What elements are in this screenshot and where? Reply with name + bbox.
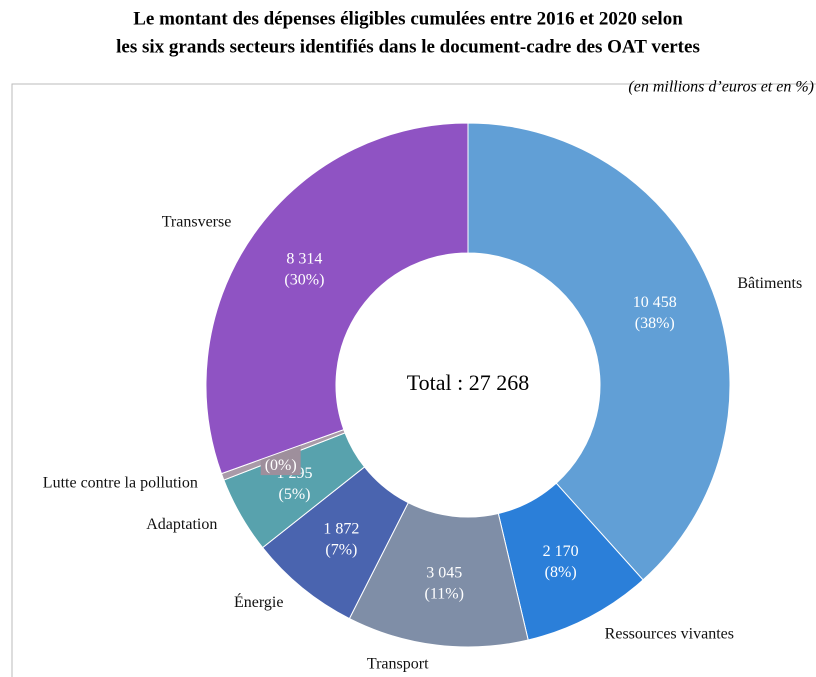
value-label: 10 458 <box>633 294 677 311</box>
percent-label: (5%) <box>278 486 310 503</box>
chart-title: Le montant des dépenses éligibles cumulé… <box>133 8 683 29</box>
percent-label: (0%) <box>265 457 297 474</box>
category-label: Adaptation <box>146 516 217 533</box>
value-label: 3 045 <box>426 564 462 581</box>
value-label: 8 314 <box>286 251 322 268</box>
category-label: Ressources vivantes <box>605 626 734 643</box>
category-label: Bâtiments <box>737 275 802 292</box>
value-label: 2 170 <box>543 543 579 560</box>
percent-label: (8%) <box>545 564 577 581</box>
percent-label: (30%) <box>284 272 324 289</box>
category-label: Lutte contre la pollution <box>43 475 198 492</box>
category-label: Transverse <box>162 213 232 230</box>
percent-label: (11%) <box>425 585 464 602</box>
category-label: Énergie <box>234 592 283 611</box>
percent-label: (7%) <box>325 541 357 558</box>
chart-frame <box>11 83 816 677</box>
slice <box>467 122 731 581</box>
chart-subtitle: (en millions d’euros et en %) <box>628 79 814 96</box>
percent-label: (38%) <box>635 315 675 332</box>
slice <box>205 122 469 475</box>
value-label: 1 872 <box>323 520 359 537</box>
category-label: Transport <box>367 656 429 673</box>
center-label: Total : 27 268 <box>407 370 530 395</box>
chart-title: les six grands secteurs identifiés dans … <box>116 36 700 57</box>
